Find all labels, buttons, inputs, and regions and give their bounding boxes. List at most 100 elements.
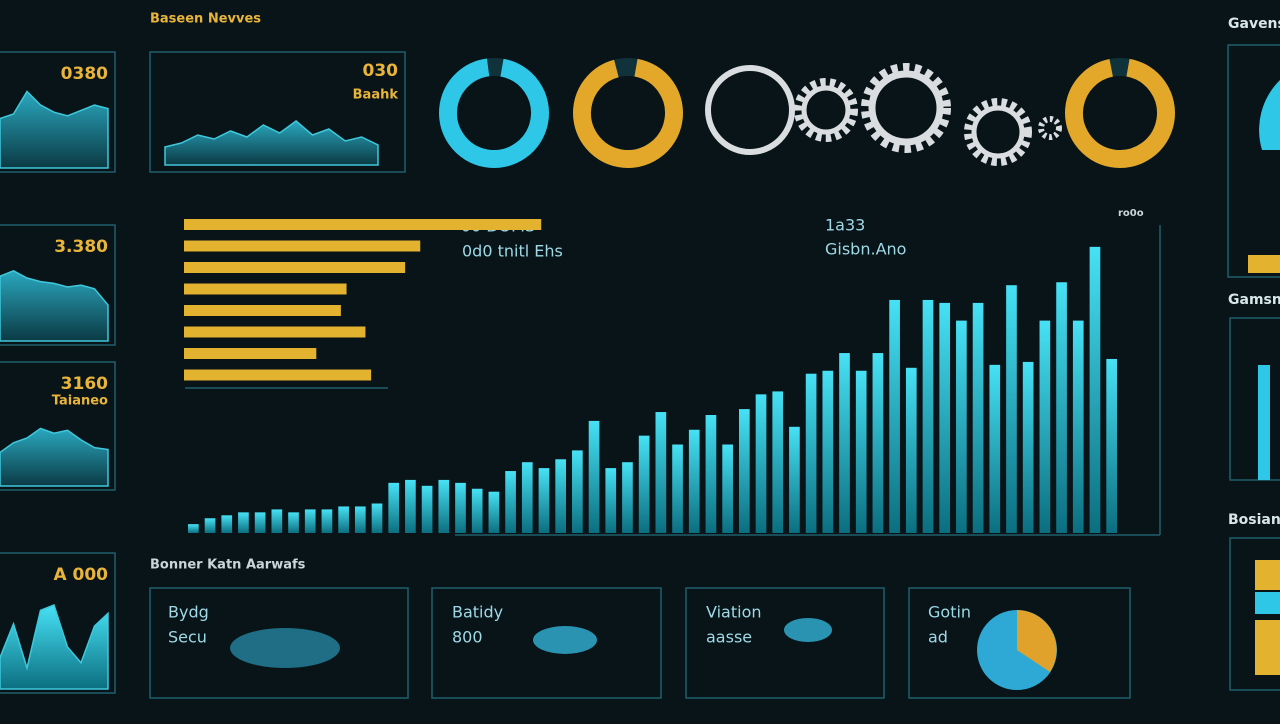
bar	[304, 509, 316, 533]
main-label: 1a33	[825, 216, 865, 235]
card-title: Viation	[706, 603, 762, 622]
bar	[455, 482, 466, 533]
gear	[964, 98, 1032, 166]
area-chart	[0, 269, 109, 342]
bar	[956, 320, 967, 533]
card	[908, 587, 1131, 699]
bar	[1089, 246, 1101, 533]
hbar	[184, 219, 542, 230]
bar	[839, 353, 850, 533]
gear	[861, 63, 951, 153]
card-sub: aasse	[706, 628, 752, 647]
hbar	[184, 369, 372, 381]
card	[431, 587, 662, 699]
card-sub: Secu	[168, 628, 207, 647]
bar	[438, 479, 450, 533]
bar	[271, 509, 283, 533]
bottom-title: Bonner Katn Aarwafs	[150, 558, 306, 573]
main-label: ro0o	[1118, 208, 1144, 219]
hbar	[184, 262, 406, 273]
bar	[789, 426, 800, 533]
panel	[0, 224, 116, 346]
gear	[868, 70, 944, 146]
gear	[801, 85, 851, 135]
panel-sub: Baahk	[353, 88, 399, 103]
bar	[872, 353, 884, 533]
bar	[572, 450, 583, 533]
bar	[238, 512, 249, 533]
bar	[922, 299, 934, 533]
blob	[533, 626, 597, 654]
bar	[538, 468, 550, 533]
hbar	[184, 326, 366, 338]
hbar	[184, 283, 347, 295]
bar	[972, 302, 984, 533]
gear	[794, 78, 858, 142]
area-chart	[0, 427, 109, 487]
panel	[0, 51, 116, 173]
panel-value: A 000	[53, 565, 108, 585]
bar	[221, 515, 233, 533]
panel	[0, 552, 116, 694]
bar	[1006, 285, 1017, 533]
bar	[204, 518, 216, 533]
bar	[722, 444, 733, 533]
right-label: Bosian	[1228, 512, 1280, 528]
card-sub: 800	[452, 628, 483, 647]
card-graphics	[230, 80, 1280, 690]
bar	[388, 482, 400, 533]
bar	[288, 512, 299, 533]
bar	[605, 468, 617, 533]
panel	[149, 51, 406, 173]
panel-value: 3160	[61, 374, 108, 394]
pie-slice	[1017, 610, 1057, 672]
bar	[1022, 361, 1034, 533]
bar	[1039, 320, 1051, 533]
bar	[705, 415, 717, 533]
bar	[421, 485, 433, 533]
bar	[1072, 320, 1084, 533]
gear	[1038, 116, 1062, 140]
area-chart	[0, 604, 109, 690]
bar	[805, 373, 817, 533]
bar	[555, 459, 567, 533]
bar	[738, 409, 750, 533]
bar	[521, 462, 533, 533]
bar	[638, 435, 650, 533]
gear	[971, 105, 1025, 159]
panel-value: 030	[363, 61, 399, 81]
main-label: 0d0 tnitl Ehs	[462, 242, 563, 261]
bar	[989, 364, 1001, 533]
panel-value: 3.380	[54, 237, 108, 257]
card-title: Gotin	[928, 603, 971, 622]
donut	[439, 58, 549, 168]
right-label: Gamsn	[1228, 292, 1280, 308]
hbar	[184, 348, 317, 359]
bar	[905, 367, 917, 533]
tag	[1248, 255, 1280, 273]
main-label: Gisbn.Ano	[825, 240, 906, 259]
card-title: Batidy	[452, 603, 503, 622]
card	[149, 587, 409, 699]
hbar	[184, 305, 341, 316]
panel-sub: Taianeo	[52, 394, 108, 409]
bar	[471, 488, 483, 533]
bar	[505, 471, 516, 533]
panel	[1227, 44, 1280, 278]
panel-value: 0380	[61, 64, 108, 84]
bar	[655, 412, 667, 533]
bar	[354, 506, 366, 533]
panel	[1229, 317, 1280, 481]
bar	[588, 420, 600, 533]
panel	[0, 361, 116, 491]
bar	[1255, 560, 1280, 590]
area-chart	[164, 120, 379, 166]
card-sub: ad	[928, 628, 948, 647]
ring	[705, 65, 795, 155]
gears	[705, 63, 1062, 166]
bar	[755, 394, 767, 533]
bar	[622, 462, 633, 533]
bar	[822, 370, 834, 533]
